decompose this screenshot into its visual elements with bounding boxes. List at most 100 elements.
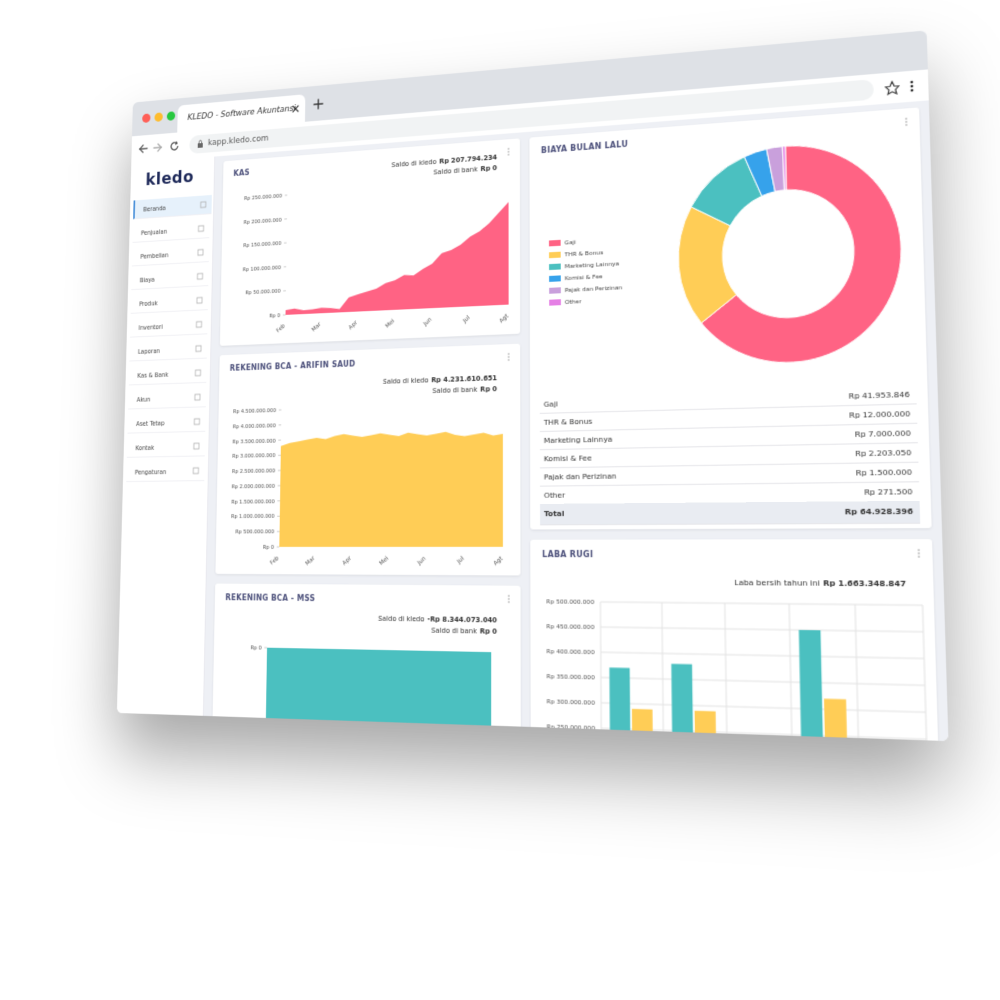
grid-line-vertical	[725, 603, 729, 741]
y-tick-label: Rp 400.000.000	[546, 649, 595, 657]
card-menu[interactable]	[507, 147, 511, 157]
icon-shape	[198, 226, 203, 232]
row-value: Rp 271.500	[863, 486, 913, 497]
card: REKENING BCA - MSS Saldo di kledo -Rp 8.34…	[211, 583, 521, 742]
menu-item[interactable]: Aset Tetap	[127, 411, 206, 434]
saldo-kledo: Saldo di kledo -Rp 8.344.073.040	[378, 615, 497, 625]
legend-label: Komisi & Fee	[565, 274, 604, 282]
menu-icon	[195, 345, 202, 353]
y-tick-label: Rp 100.000.000	[243, 265, 281, 273]
saldo-value: Rp 0	[480, 385, 498, 394]
saldo-bank: Saldo di bank Rp 0	[432, 385, 497, 395]
x-tick-label: Feb	[276, 323, 287, 335]
browser-menu[interactable]	[908, 79, 915, 94]
grid-line-vertical	[662, 603, 665, 742]
icon-dot	[905, 120, 908, 123]
row-value: Rp 7.000.000	[854, 428, 911, 440]
icon-shape	[197, 297, 202, 303]
menu-item[interactable]: Produk	[130, 290, 209, 314]
menu-item[interactable]: Beranda	[133, 194, 212, 220]
icon-shape	[201, 202, 206, 208]
icon-dot	[917, 549, 920, 551]
menu-item[interactable]: Pembelian	[131, 242, 210, 267]
x-tick-label: Jul	[456, 555, 466, 566]
saldo-label: Saldo di bank	[432, 385, 478, 395]
icon-dot	[917, 555, 920, 558]
x-tick-label: Mei	[385, 318, 397, 330]
card-title: KAS	[233, 168, 250, 178]
card-menu[interactable]	[904, 116, 909, 127]
area	[279, 430, 503, 547]
legend-label: Marketing Lainnya	[565, 261, 620, 270]
menu-item[interactable]: Biaya	[131, 266, 209, 291]
menu-item[interactable]: Akun	[128, 387, 207, 410]
menu-item[interactable]: Penjualan	[132, 218, 210, 243]
row-label: Gaji	[543, 399, 558, 409]
menu-icon	[193, 418, 200, 426]
donut-slice	[699, 138, 904, 365]
y-tick-label: Rp 0	[250, 645, 261, 652]
menu-item[interactable]: Inventori	[130, 314, 208, 338]
icon-dot	[508, 598, 510, 600]
menu-label: Kontak	[135, 444, 155, 453]
menu-icon	[196, 321, 203, 329]
icon-dot	[508, 595, 510, 597]
icon-dot	[508, 356, 510, 358]
y-tick-label: Rp 1.500.000.000	[231, 499, 274, 506]
y-tick-label: Rp 500.000.000	[546, 599, 595, 606]
y-tick-label: Rp 3.500.000.000	[232, 438, 275, 445]
reload[interactable]	[169, 140, 179, 152]
card-menu[interactable]	[916, 548, 921, 559]
y-tick-label: Rp 450.000.000	[546, 624, 595, 631]
menu-label: Produk	[139, 299, 158, 308]
card-menu[interactable]	[507, 352, 511, 362]
y-tick-label: Rp 2.000.000.000	[232, 484, 275, 491]
grid-line-vertical	[923, 605, 931, 741]
menu-item[interactable]: Kas & Bank	[128, 363, 207, 386]
x-tick-label: Agt	[498, 313, 510, 325]
bar	[631, 708, 655, 742]
y-tick-label: Rp 3.000.000.000	[232, 453, 275, 460]
new-tab[interactable]	[313, 98, 324, 110]
bar	[824, 698, 851, 742]
row-label: Komisi & Fee	[543, 453, 592, 464]
menu-item[interactable]: Laporan	[129, 338, 208, 362]
lock	[196, 139, 205, 148]
saldo-value: -Rp 8.344.073.040	[427, 615, 498, 625]
x-tick-label: Agt	[493, 555, 505, 567]
legend-swatch	[549, 251, 561, 259]
card: BIAYA BULAN LALU Gaji THR & Bonus Marketing…	[529, 107, 932, 530]
menu-icon	[197, 272, 204, 280]
card-title: REKENING BCA - ARIFIN SAUD	[229, 359, 356, 373]
y-tick-label: Rp 4.500.000.000	[233, 408, 276, 415]
back[interactable]	[138, 143, 148, 155]
y-tick-label: Rp 0	[269, 313, 280, 320]
area	[262, 647, 492, 742]
icon-dot	[905, 124, 908, 126]
icon-dot	[508, 601, 510, 603]
row-label: THR & Bonus	[543, 416, 593, 427]
menu-item[interactable]: Pengaturan	[126, 461, 205, 483]
menu-label: Aset Tetap	[135, 419, 165, 428]
icon-shape	[195, 370, 200, 376]
menu-item[interactable]: Kontak	[126, 436, 206, 458]
grid-line-vertical	[789, 604, 794, 741]
icon-shape	[194, 443, 199, 449]
forward[interactable]	[153, 142, 163, 154]
menu-label: Kas & Bank	[137, 371, 169, 380]
tab-title: KLEDO - Software Akuntansi	[187, 104, 296, 123]
card-menu[interactable]	[507, 594, 511, 604]
icon-dot	[910, 88, 914, 92]
legend-label: THR & Bonus	[564, 250, 604, 259]
laba-label: Laba bersih tahun ini	[734, 577, 820, 588]
x-tick-label: Mar	[305, 555, 317, 567]
saldo-label: Saldo di kledo	[382, 376, 429, 386]
total-row: Total Rp 64.928.396	[540, 500, 921, 526]
window-control	[166, 111, 176, 121]
tab-close[interactable]	[291, 104, 300, 114]
bookmark[interactable]	[884, 80, 900, 96]
icon-shape	[197, 143, 203, 148]
chart: Gaji THR & Bonus Marketing Lainnya Komisi &…	[549, 126, 927, 386]
saldo-kledo: Saldo di kledo Rp 4.231.610.651	[383, 374, 497, 386]
